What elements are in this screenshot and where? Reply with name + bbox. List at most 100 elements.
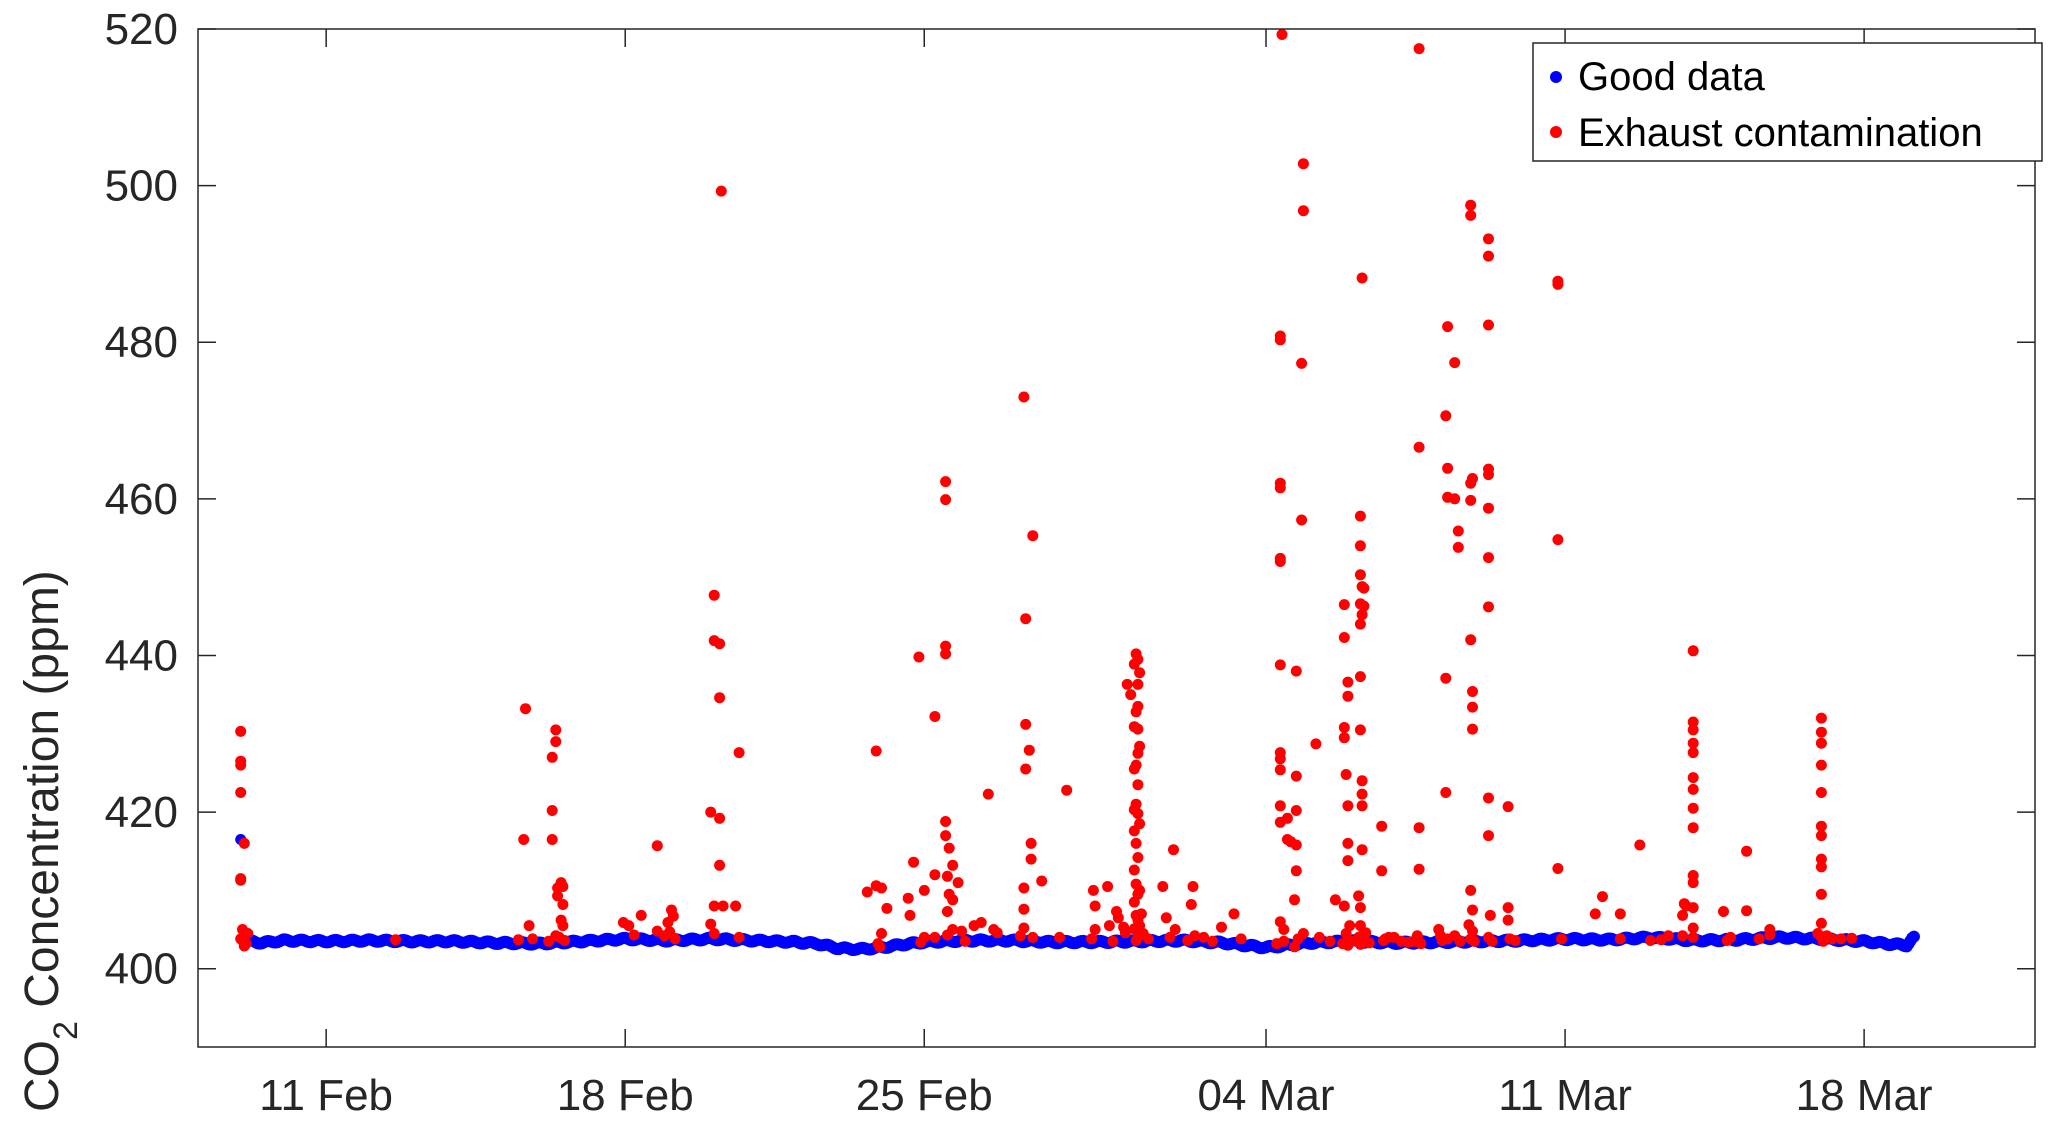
axes: 400 420 440 460 480 500 520 11 Feb 18 Feb 25 Feb 0… — [105, 5, 2036, 1120]
exhaust-contamination-point — [1274, 753, 1286, 765]
exhaust-contamination-point — [1344, 920, 1356, 932]
y-axis-title-rest: Concentration (ppm) — [16, 570, 69, 1021]
x-tick-label: 25 Feb — [856, 1071, 993, 1120]
exhaust-contamination-point — [1281, 812, 1293, 824]
exhaust-contamination-point — [1614, 908, 1626, 920]
exhaust-contamination-point — [546, 751, 558, 763]
exhaust-contamination-point — [943, 842, 955, 854]
exhaust-contamination-point — [1815, 737, 1827, 749]
exhaust-contamination-point — [902, 892, 914, 904]
exhaust-contamination-point — [1342, 676, 1354, 688]
exhaust-contamination-point — [1483, 552, 1494, 564]
exhaust-contamination-point — [1313, 931, 1325, 943]
exhaust-contamination-point — [708, 589, 720, 601]
exhaust-contamination-point — [1338, 900, 1350, 912]
exhaust-contamination-point — [1296, 514, 1308, 526]
exhaust-contamination-point — [1415, 938, 1427, 950]
exhaust-contamination-point — [1815, 820, 1827, 832]
y-axis-title: CO2 Concentration (ppm) — [16, 570, 85, 1112]
exhaust-contamination-point — [1235, 933, 1247, 945]
good-data-point — [1907, 930, 1920, 943]
exhaust-contamination-point — [881, 902, 893, 914]
exhaust-contamination-point — [518, 834, 530, 845]
exhaust-contamination-point — [1342, 690, 1354, 702]
exhaust-contamination-point — [1297, 158, 1309, 170]
exhaust-contamination-point — [550, 736, 562, 748]
exhaust-contamination-point — [870, 745, 882, 757]
exhaust-contamination-point — [1353, 890, 1365, 902]
exhaust-contamination-point — [1135, 908, 1147, 920]
exhaust-contamination-point — [1132, 808, 1144, 820]
exhaust-contamination-point — [940, 494, 952, 506]
exhaust-contamination-point — [559, 935, 571, 946]
exhaust-contamination-point — [956, 925, 968, 937]
exhaust-contamination-point — [667, 910, 679, 922]
exhaust-contamination-point — [1483, 601, 1494, 613]
exhaust-contamination-point — [1465, 634, 1477, 646]
exhaust-contamination-point — [1452, 525, 1464, 537]
exhaust-contamination-point — [1168, 844, 1179, 856]
exhaust-contamination-point — [1274, 659, 1286, 671]
exhaust-contamination-point — [1018, 882, 1030, 894]
exhaust-contamination-point — [550, 724, 562, 736]
exhaust-contamination-point — [1134, 884, 1146, 896]
legend-box — [1532, 42, 2043, 162]
exhaust-contamination-point — [1449, 493, 1461, 505]
exhaust-contamination-point — [1718, 906, 1729, 917]
y-tick-label: 440 — [105, 631, 178, 680]
exhaust-contamination-point — [941, 929, 953, 941]
exhaust-contamination-point — [1125, 689, 1137, 701]
exhaust-contamination-point — [238, 837, 250, 849]
exhaust-contamination-point — [1164, 931, 1176, 943]
exhaust-contamination-point — [1089, 924, 1101, 935]
exhaust-contamination-point — [1677, 930, 1689, 942]
exhaust-contamination-point — [1363, 937, 1375, 949]
exhaust-contamination-point — [546, 805, 558, 816]
exhaust-contamination-point — [1483, 792, 1494, 804]
exhaust-contamination-point — [1687, 716, 1699, 728]
exhaust-contamination-point — [1132, 852, 1144, 863]
exhaust-contamination-point — [1189, 930, 1201, 942]
exhaust-contamination-point — [1023, 744, 1035, 756]
y-axis-title-subscript: 2 — [47, 1021, 85, 1040]
exhaust-contamination-point — [1018, 903, 1030, 915]
exhaust-contamination-point — [1483, 250, 1494, 262]
exhaust-contamination-point — [861, 886, 873, 898]
exhaust-contamination-point — [1018, 391, 1030, 403]
exhaust-contamination-point — [1132, 653, 1144, 665]
exhaust-contamination-point — [1815, 917, 1827, 929]
exhaust-contamination-point — [947, 894, 959, 906]
exhaust-contamination-point — [1764, 929, 1776, 941]
exhaust-contamination-point — [1483, 233, 1494, 245]
exhaust-contamination-point — [1725, 931, 1737, 943]
exhaust-contamination-point — [1356, 775, 1368, 787]
exhaust-contamination-point — [1086, 933, 1098, 945]
exhaust-contamination-point — [1143, 933, 1154, 945]
exhaust-contamination-point — [1360, 927, 1372, 939]
exhaust-contamination-point — [1290, 839, 1302, 851]
exhaust-contamination-point — [1687, 922, 1699, 934]
exhaust-contamination-point — [959, 935, 971, 947]
exhaust-contamination-point — [1358, 600, 1370, 612]
exhaust-contamination-point — [1354, 540, 1366, 552]
exhaust-contamination-point — [940, 816, 952, 827]
exhaust-contamination-point — [1826, 933, 1838, 945]
exhaust-contamination-point — [1815, 853, 1827, 865]
exhaust-contamination-point — [1132, 678, 1144, 690]
exhaust-contamination-point — [1130, 798, 1142, 810]
exhaust-contamination-point — [1440, 410, 1452, 422]
exhaust-contamination-point — [733, 747, 745, 759]
exhaust-contamination-point — [1815, 787, 1827, 798]
exhaust-contamination-point — [1274, 482, 1286, 494]
exhaust-contamination-point — [1815, 830, 1827, 842]
exhaust-contamination-point — [1449, 357, 1461, 369]
exhaust-contamination-point — [1687, 902, 1699, 914]
exhaust-contamination-point — [1552, 278, 1564, 290]
exhaust-contamination-point — [1160, 912, 1172, 924]
exhaust-contamination-point — [714, 859, 726, 871]
exhaust-contamination-point — [1107, 935, 1119, 947]
exhaust-contamination-point — [717, 900, 729, 912]
y-tick-label: 420 — [105, 788, 178, 837]
exhaust-contamination-point — [1358, 582, 1370, 594]
